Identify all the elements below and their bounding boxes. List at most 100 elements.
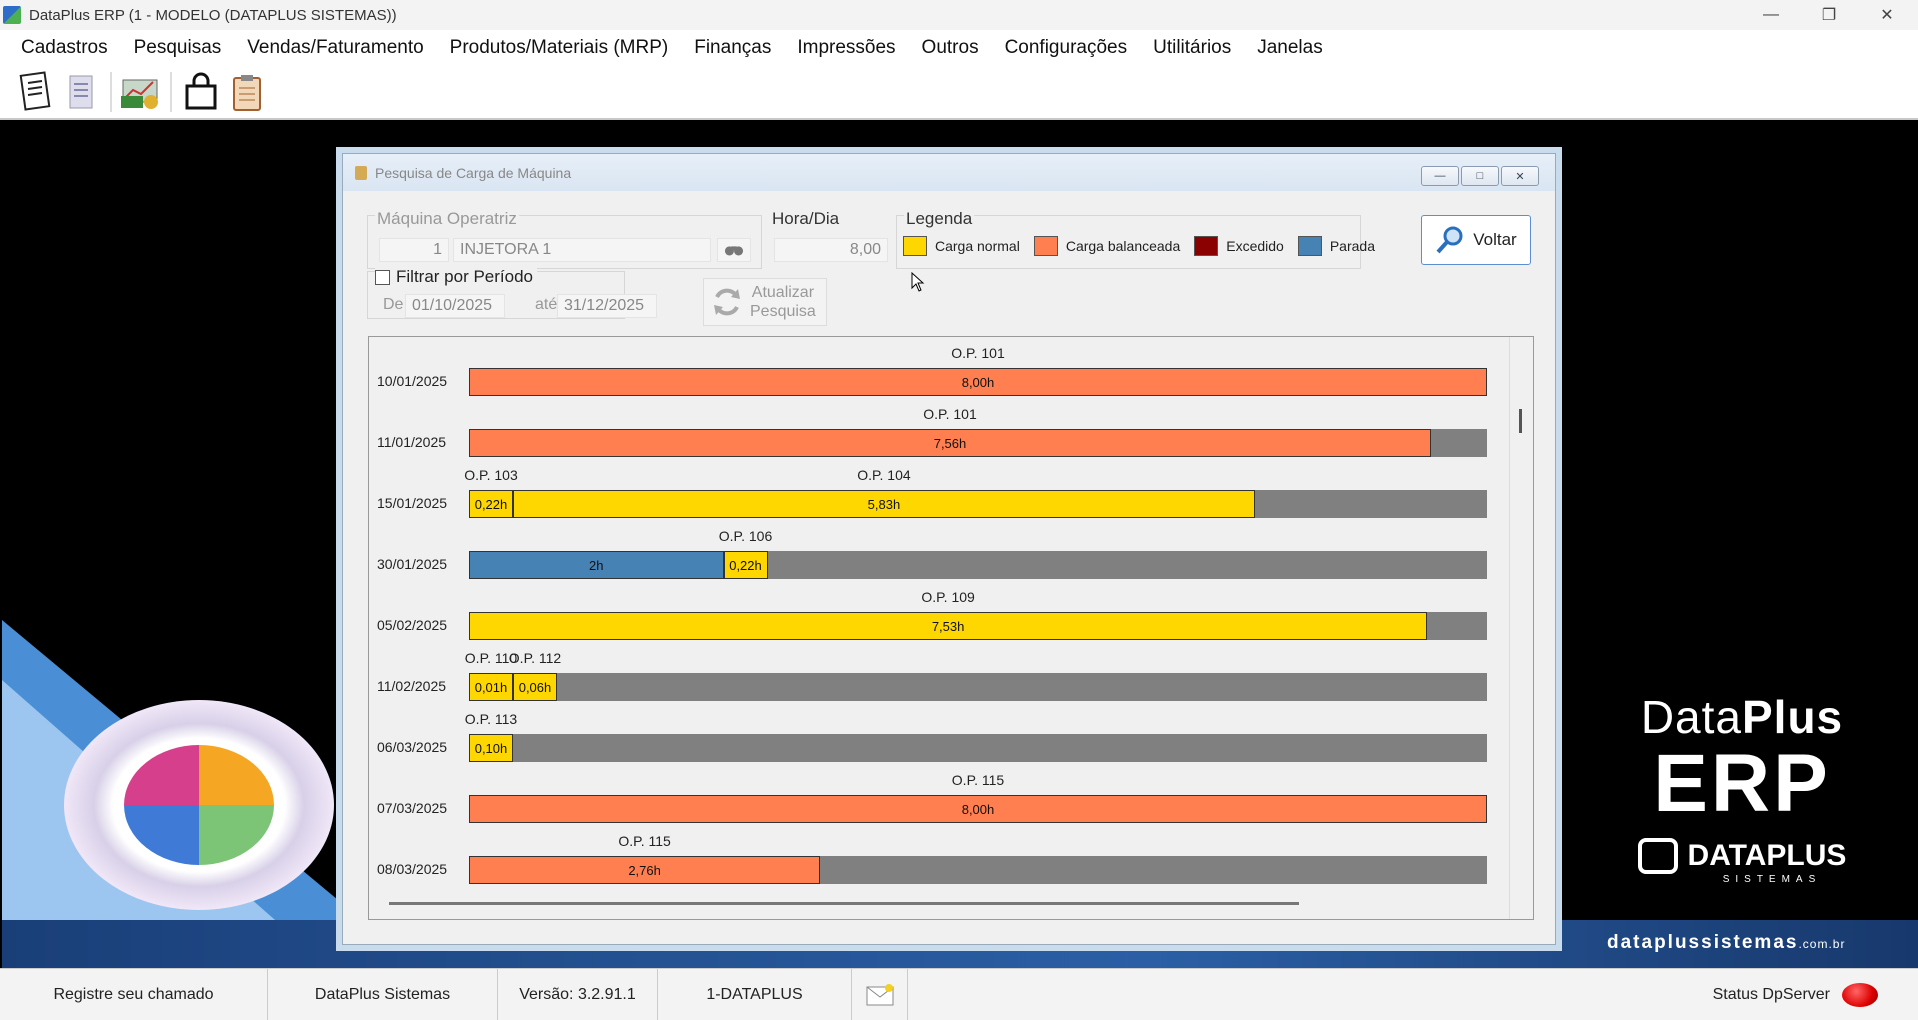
window-title: DataPlus ERP (1 - MODELO (DATAPLUS SISTE…	[29, 6, 397, 24]
ticket-link[interactable]: Registre seu chamado	[0, 968, 268, 1020]
menu-pesquisas[interactable]: Pesquisas	[133, 37, 222, 58]
exceeded-swatch	[1194, 236, 1219, 256]
status-bar: Registre seu chamado DataPlus Sistemas V…	[0, 968, 1918, 1020]
back-button[interactable]: Voltar	[1421, 215, 1531, 265]
load-bar[interactable]: 0,22h	[723, 551, 768, 579]
load-bar[interactable]: 2,76h	[469, 856, 821, 884]
window-titlebar: DataPlus ERP (1 - MODELO (DATAPLUS SISTE…	[0, 0, 1918, 30]
chart-row: 06/03/2025 0,10h O.P. 113	[369, 703, 1509, 763]
load-bar[interactable]: 0,22h	[469, 490, 513, 518]
toolbar-separator	[170, 72, 172, 112]
site-tld: .com.br	[1798, 937, 1846, 951]
load-bar[interactable]: 5,83h	[513, 490, 1255, 518]
menu-outros[interactable]: Outros	[921, 37, 979, 58]
money-chart-icon[interactable]	[118, 69, 164, 115]
legend-balanced: Carga balanceada	[1033, 236, 1180, 256]
legend-stopped-label: Parada	[1329, 238, 1375, 254]
load-bar[interactable]: 7,53h	[469, 612, 1428, 640]
load-bar[interactable]: 8,00h	[469, 368, 1487, 396]
load-bar[interactable]: 0,10h	[469, 734, 513, 762]
row-track: 2h 0,22h	[469, 551, 1487, 579]
hours-field[interactable]: 8,00	[774, 238, 888, 262]
list-icon[interactable]	[58, 69, 104, 115]
legend-exceeded-label: Excedido	[1226, 238, 1284, 254]
dialog-close-button[interactable]: ✕	[1501, 166, 1539, 186]
menu-produtos[interactable]: Produtos/Materiais (MRP)	[449, 37, 669, 58]
op-label: O.P. 104	[857, 467, 911, 483]
period-filter: Filtrar por Período	[375, 267, 537, 287]
load-bar[interactable]: 7,56h	[469, 429, 1431, 457]
update-label-2: Pesquisa	[750, 303, 816, 320]
dialog-minimize-button[interactable]: —	[1421, 166, 1459, 186]
chart-row: 07/03/2025 8,00h O.P. 115	[369, 764, 1509, 824]
dataplus-mark-icon	[1637, 838, 1678, 874]
legend-stopped: Parada	[1297, 236, 1375, 256]
brand-logo: DataPlus ERP DATAPLUS SISTEMAS	[1602, 690, 1882, 885]
version-status: Versão: 3.2.91.1	[498, 968, 658, 1020]
menu-cadastros[interactable]: Cadastros	[21, 37, 108, 58]
period-checkbox[interactable]	[375, 269, 390, 285]
machine-load-dialog: Pesquisa de Carga de Máquina — □ ✕ Máqui…	[342, 153, 1556, 945]
legend-items: Carga normal Carga balanceada Excedido P…	[903, 236, 1389, 256]
load-bar[interactable]: 8,00h	[469, 795, 1487, 823]
menu-vendas[interactable]: Vendas/Faturamento	[247, 37, 424, 58]
message-icon[interactable]	[852, 968, 908, 1020]
row-date-label: 07/03/2025	[377, 800, 448, 816]
company-status: DataPlus Sistemas	[268, 968, 498, 1020]
machine-label: Máquina Operatriz	[375, 209, 519, 229]
load-bar[interactable]: 0,06h	[513, 673, 557, 701]
op-label: O.P. 115	[951, 772, 1005, 788]
row-track: 0,10h	[469, 734, 1487, 762]
brand-site: dataplussistemas.com.br	[1607, 932, 1845, 954]
brand-data: Data	[1640, 691, 1742, 743]
op-label: O.P. 103	[464, 467, 518, 483]
puzzle-logo-icon	[64, 700, 334, 910]
restore-button[interactable]: ❐	[1821, 7, 1837, 24]
op-label: O.P. 101	[951, 345, 1005, 361]
clipboard-icon[interactable]	[224, 69, 270, 115]
machine-code-field[interactable]: 1	[379, 238, 449, 262]
minimize-button[interactable]: —	[1763, 6, 1779, 23]
legend-normal-label: Carga normal	[935, 238, 1020, 254]
stopped-swatch	[1297, 236, 1322, 256]
shopping-bag-icon[interactable]	[178, 69, 224, 115]
op-label: O.P. 115	[618, 833, 671, 849]
toolbar	[0, 66, 1918, 120]
menu-janelas[interactable]: Janelas	[1257, 37, 1323, 58]
binoculars-icon[interactable]	[717, 238, 751, 262]
normal-swatch	[903, 236, 927, 256]
chart-row: 05/02/2025 7,53h O.P. 109	[369, 581, 1509, 641]
document-icon[interactable]	[12, 69, 58, 115]
chart-row: 11/02/2025 0,01h 0,06h O.P. 110 O.P. 112	[369, 642, 1509, 702]
row-date-label: 11/01/2025	[377, 434, 447, 450]
row-track: 0,01h 0,06h	[469, 673, 1487, 701]
row-track: 2,76h	[469, 856, 1487, 884]
op-label: O.P. 110	[464, 650, 518, 666]
load-bar[interactable]: 0,01h	[469, 673, 513, 701]
menu-configuracoes[interactable]: Configurações	[1004, 37, 1128, 58]
op-label: O.P. 113	[464, 711, 518, 727]
site-name: dataplussistemas	[1607, 932, 1799, 953]
folder-icon	[355, 165, 367, 180]
chart-row: 15/01/2025 0,22h 5,83h O.P. 103 O.P. 104	[369, 459, 1509, 519]
back-label: Voltar	[1473, 230, 1517, 249]
to-date-field[interactable]: 31/12/2025	[557, 294, 657, 318]
update-search-button[interactable]: Atualizar Pesquisa	[703, 278, 827, 326]
chart-separator	[1509, 337, 1510, 919]
dialog-title: Pesquisa de Carga de Máquina	[375, 164, 572, 181]
op-label: O.P. 112	[508, 650, 562, 666]
menu-impressoes[interactable]: Impressões	[797, 37, 896, 58]
row-track: 8,00h	[469, 368, 1487, 396]
horizontal-scrollbar[interactable]	[389, 902, 1299, 905]
balanced-swatch	[1033, 236, 1058, 256]
dialog-maximize-button[interactable]: □	[1461, 166, 1499, 186]
menu-utilitarios[interactable]: Utilitários	[1153, 37, 1232, 58]
database-status: 1-DATAPLUS	[658, 968, 852, 1020]
machine-name-field[interactable]: INJETORA 1	[453, 238, 711, 262]
vertical-scrollbar[interactable]	[1519, 409, 1522, 433]
menu-financas[interactable]: Finanças	[694, 37, 772, 58]
from-date-field[interactable]: 01/10/2025	[405, 294, 505, 318]
load-bar[interactable]: 2h	[469, 551, 724, 579]
close-button[interactable]: ✕	[1880, 7, 1894, 24]
app-icon	[3, 6, 21, 24]
